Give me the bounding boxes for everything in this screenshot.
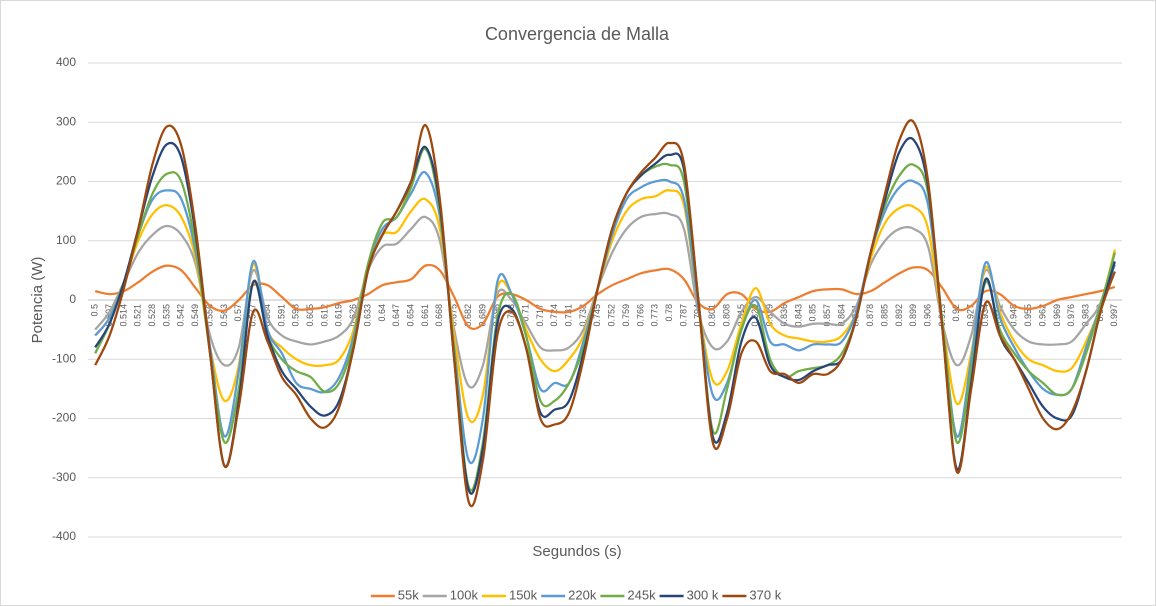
x-tick-label: 0.822 bbox=[750, 304, 760, 327]
legend-label: 220k bbox=[568, 587, 597, 602]
legend-label: 300 k bbox=[687, 587, 719, 602]
x-tick-label: 0.829 bbox=[765, 304, 775, 327]
x-tick-label: 0.843 bbox=[793, 304, 803, 327]
x-tick-label: 0.619 bbox=[334, 304, 344, 327]
y-tick-label: 0 bbox=[69, 292, 76, 306]
x-tick-label: 0.507 bbox=[104, 304, 114, 327]
x-tick-label: 0.591 bbox=[276, 304, 286, 327]
x-tick-label: 0.815 bbox=[736, 304, 746, 327]
x-tick-label: 0.906 bbox=[923, 304, 933, 327]
x-tick-label: 0.717 bbox=[535, 304, 545, 327]
x-tick-label: 0.542 bbox=[176, 304, 186, 327]
x-tick-label: 0.682 bbox=[463, 304, 473, 327]
x-tick-label: 0.983 bbox=[1080, 304, 1090, 327]
series-line bbox=[94, 119, 1116, 508]
y-tick-label: -300 bbox=[52, 470, 76, 484]
series-line bbox=[94, 263, 1116, 331]
legend-label: 100k bbox=[450, 587, 479, 602]
x-tick-label: 0.703 bbox=[506, 304, 516, 327]
legend-label: 370 k bbox=[749, 587, 781, 602]
y-tick-label: 300 bbox=[56, 114, 76, 128]
x-tick-label: 0.808 bbox=[721, 304, 731, 327]
x-tick-label: 0.661 bbox=[420, 304, 430, 327]
x-tick-label: 0.745 bbox=[592, 304, 602, 327]
x-tick-label: 0.549 bbox=[190, 304, 200, 327]
x-axis-title: Segundos (s) bbox=[532, 543, 621, 560]
x-tick-label: 0.962 bbox=[1037, 304, 1047, 327]
x-tick-label: 0.5 bbox=[90, 304, 100, 317]
x-tick-label: 0.794 bbox=[693, 304, 703, 327]
x-tick-label: 0.563 bbox=[219, 304, 229, 327]
x-tick-label: 0.612 bbox=[319, 304, 329, 327]
x-tick-label: 0.878 bbox=[865, 304, 875, 327]
x-tick-label: 0.934 bbox=[980, 304, 990, 327]
x-tick-label: 0.892 bbox=[894, 304, 904, 327]
x-tick-label: 0.899 bbox=[908, 304, 918, 327]
x-tick-label: 0.976 bbox=[1066, 304, 1076, 327]
y-tick-label: -200 bbox=[52, 411, 76, 425]
x-tick-label: 0.766 bbox=[635, 304, 645, 327]
x-tick-label: 0.689 bbox=[477, 304, 487, 327]
x-tick-label: 0.787 bbox=[678, 304, 688, 327]
x-tick-label: 0.598 bbox=[291, 304, 301, 327]
y-tick-label: 200 bbox=[56, 174, 76, 188]
legend-label: 55k bbox=[398, 587, 419, 602]
x-tick-label: 0.605 bbox=[305, 304, 315, 327]
x-tick-label: 0.78 bbox=[664, 304, 674, 322]
x-tick-label: 0.969 bbox=[1052, 304, 1062, 327]
y-tick-label: 400 bbox=[56, 55, 76, 69]
x-tick-label: 0.675 bbox=[449, 304, 459, 327]
x-tick-label: 0.64 bbox=[377, 304, 387, 322]
x-tick-label: 0.556 bbox=[204, 304, 214, 327]
x-tick-label: 0.836 bbox=[779, 304, 789, 327]
x-tick-label: 0.864 bbox=[836, 304, 846, 327]
x-tick-label: 0.71 bbox=[520, 304, 530, 322]
chart-title: Convergencia de Malla bbox=[485, 24, 670, 44]
x-tick-label: 0.801 bbox=[707, 304, 717, 327]
x-tick-label: 0.633 bbox=[362, 304, 372, 327]
x-tick-label: 0.654 bbox=[406, 304, 416, 327]
x-tick-label: 0.535 bbox=[161, 304, 171, 327]
x-tick-label: 0.626 bbox=[348, 304, 358, 327]
x-tick-label: 0.773 bbox=[650, 304, 660, 327]
x-tick-label: 0.752 bbox=[607, 304, 617, 327]
legend-label: 150k bbox=[509, 587, 538, 602]
x-tick-label: 0.997 bbox=[1109, 304, 1119, 327]
x-tick-label: 0.92 bbox=[951, 304, 961, 322]
legend-label: 245k bbox=[627, 587, 656, 602]
x-tick-label: 0.57 bbox=[233, 304, 243, 322]
y-axis-title: Potencia (W) bbox=[29, 257, 46, 344]
y-tick-label: -400 bbox=[52, 529, 76, 543]
x-tick-label: 0.857 bbox=[822, 304, 832, 327]
x-tick-label: 0.85 bbox=[808, 304, 818, 322]
x-tick-label: 0.514 bbox=[118, 304, 128, 327]
x-tick-label: 0.738 bbox=[578, 304, 588, 327]
x-tick-label: 0.724 bbox=[549, 304, 559, 327]
x-tick-label: 0.759 bbox=[621, 304, 631, 327]
x-tick-label: 0.955 bbox=[1023, 304, 1033, 327]
x-tick-label: 0.668 bbox=[434, 304, 444, 327]
x-tick-label: 0.731 bbox=[563, 304, 573, 327]
y-tick-label: 100 bbox=[56, 233, 76, 247]
x-tick-label: 0.647 bbox=[391, 304, 401, 327]
y-tick-label: -100 bbox=[52, 351, 76, 365]
x-tick-label: 0.521 bbox=[133, 304, 143, 327]
x-tick-label: 0.528 bbox=[147, 304, 157, 327]
x-tick-label: 0.948 bbox=[1009, 304, 1019, 327]
x-tick-label: 0.927 bbox=[966, 304, 976, 327]
x-tick-label: 0.885 bbox=[879, 304, 889, 327]
legend: 55k 100k 150k 220k 245k 300 k 370 k bbox=[370, 587, 782, 602]
